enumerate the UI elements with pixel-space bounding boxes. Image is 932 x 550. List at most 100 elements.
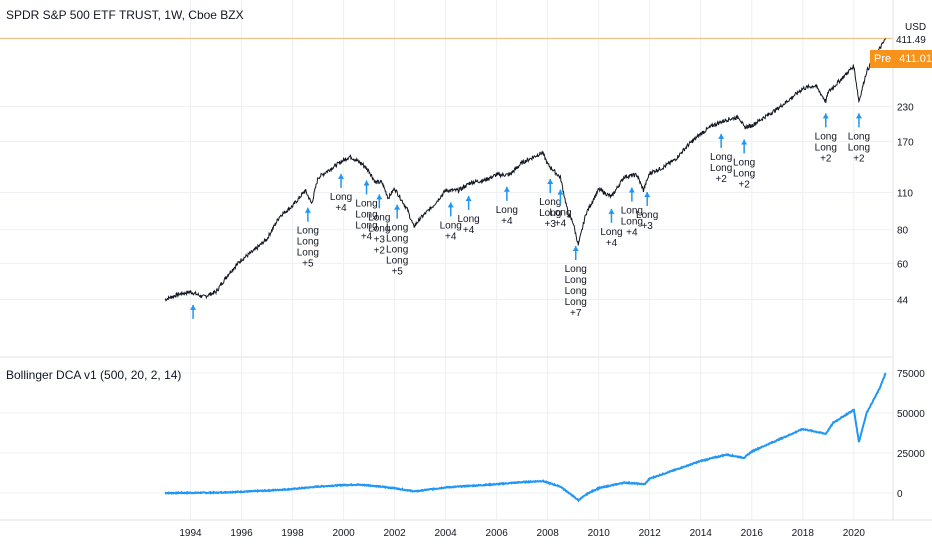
signal-arrow-icon [822, 113, 829, 119]
signal-label-line: Long [710, 152, 732, 163]
signal-arrow-icon [644, 191, 651, 197]
signal-label-line: Long [733, 157, 755, 168]
signal-arrow-icon [628, 187, 635, 193]
signal-label-line: Long [386, 234, 408, 245]
signal-label-line: Long [457, 214, 479, 225]
signal-label: Long +4 [440, 220, 462, 242]
signal-label-line: +2 [738, 179, 750, 190]
long-signal: Long +4 [457, 195, 480, 236]
signal-arrow-icon [363, 180, 370, 186]
long-signal: Long Long +3 [539, 178, 561, 230]
signal-label-line: Long [330, 192, 352, 203]
signal-label: Long +4 [457, 214, 479, 236]
signal-arrow-icon [376, 194, 383, 200]
pre-label: Pre [874, 53, 892, 65]
signal-label-line: Long [815, 131, 837, 142]
signal-label-line: Long [565, 275, 587, 286]
time-tick-label: 1996 [230, 528, 253, 539]
signal-label-line: Long [297, 248, 319, 259]
price-tick-label: 44 [897, 296, 909, 307]
signal-label-line: Long [297, 226, 319, 237]
indicator-title: Bollinger DCA v1 (500, 20, 2, 14) [6, 368, 182, 382]
signal-label-line: +5 [302, 259, 314, 270]
pre-value: 411.01 [899, 53, 932, 65]
time-tick-label: 2010 [588, 528, 611, 539]
signal-label: Long Long +4 [621, 206, 643, 239]
signal-label-line: +2 [715, 174, 727, 185]
signal-label: Long Long Long Long +7 [565, 264, 587, 319]
signal-arrow-icon [547, 178, 554, 184]
signal-label-line: +4 [555, 219, 567, 230]
signal-label-line: Long [440, 220, 462, 231]
signal-arrow-icon [557, 189, 564, 195]
signal-arrow-icon [304, 207, 311, 213]
time-tick-label: 2018 [792, 528, 815, 539]
long-signal: Long +4 [496, 186, 518, 227]
signal-label-line: Long [565, 297, 587, 308]
signal-arrow-icon [503, 186, 510, 192]
signal-label-line: Long [733, 168, 755, 179]
signal-label-line: Long [539, 197, 561, 208]
price-tick-label: 170 [897, 138, 914, 149]
signal-label-line: +5 [391, 267, 403, 278]
signal-arrow-icon [572, 245, 579, 251]
time-axis-ticks: 1994 1996 1998 2000 2002 2004 2006 2008 2010 2012… [179, 528, 865, 539]
time-tick-label: 1994 [179, 528, 202, 539]
long-signal: Long +4 [440, 202, 462, 242]
signal-label-line: Long [565, 264, 587, 275]
long-signal: Long +4 [549, 189, 572, 230]
signal-label-line: Long [355, 198, 377, 209]
signal-arrow-icon [465, 195, 472, 201]
signal-label-line: +3 [374, 234, 386, 245]
signal-label-line: Long [368, 223, 390, 234]
signal-label-line: Long [297, 237, 319, 248]
signal-label-line: Long [549, 208, 571, 219]
signal-arrow-icon [608, 208, 615, 214]
signal-label-line: +4 [626, 228, 638, 239]
signal-label-line: Long [621, 217, 643, 228]
signal-label-line: Long [496, 205, 518, 216]
signal-label-line: Long [539, 208, 561, 219]
signal-label-line: Long [386, 245, 408, 256]
signal-label: Long Long +2 [733, 157, 755, 190]
signal-label-line: Long [565, 286, 587, 297]
long-signal: Long Long Long +5 [297, 207, 319, 270]
long-signal: Long +4 [600, 208, 623, 249]
long-signal: Long Long Long Long +7 [565, 245, 587, 319]
signal-label-line: +3 [641, 221, 653, 232]
long-signal: Long Long +2 [710, 133, 732, 185]
signal-arrow-icon [394, 204, 401, 210]
signal-label-line: Long [386, 256, 408, 267]
signal-label: Long Long Long +5 [297, 226, 319, 270]
indicator-tick-label: 50000 [897, 409, 925, 420]
signal-label-line: +4 [606, 238, 618, 249]
pre-market-badge: Pre 411.01 [870, 50, 932, 68]
signal-label: Long Long Long Long +5 [386, 223, 408, 278]
signal-label-line: +4 [445, 231, 457, 242]
dca-series-line [164, 372, 887, 503]
currency-label: USD [905, 22, 927, 33]
price-tick-label: 110 [897, 189, 913, 200]
signal-label-line: Long [355, 220, 377, 231]
price-tick-label: 230 [897, 102, 914, 113]
time-tick-label: 2008 [537, 528, 560, 539]
long-signal [190, 304, 197, 319]
long-signal: Long Long +2 [815, 113, 837, 164]
signal-label: Long Long +3 +2 [368, 212, 390, 256]
indicator-tick-label: 75000 [897, 369, 925, 380]
signal-label-line: +3 [545, 219, 557, 230]
signal-label-line: Long [386, 223, 408, 234]
signal-arrow-icon [855, 113, 862, 119]
indicator-axis-ticks: 0 25000 50000 75000 [897, 369, 925, 500]
signal-label-line: +2 [853, 153, 865, 164]
price-tick-label: 80 [897, 226, 909, 237]
signal-arrow-icon [718, 133, 725, 139]
time-tick-label: 2004 [435, 528, 458, 539]
signal-label-line: Long [621, 206, 643, 217]
signal-label: Long Long +2 [848, 131, 870, 164]
signal-label-line: +4 [361, 231, 373, 242]
signal-label-line: Long [848, 131, 870, 142]
time-tick-label: 2012 [639, 528, 662, 539]
long-signal: Long +3 [636, 191, 658, 232]
time-tick-label: 2014 [690, 528, 713, 539]
